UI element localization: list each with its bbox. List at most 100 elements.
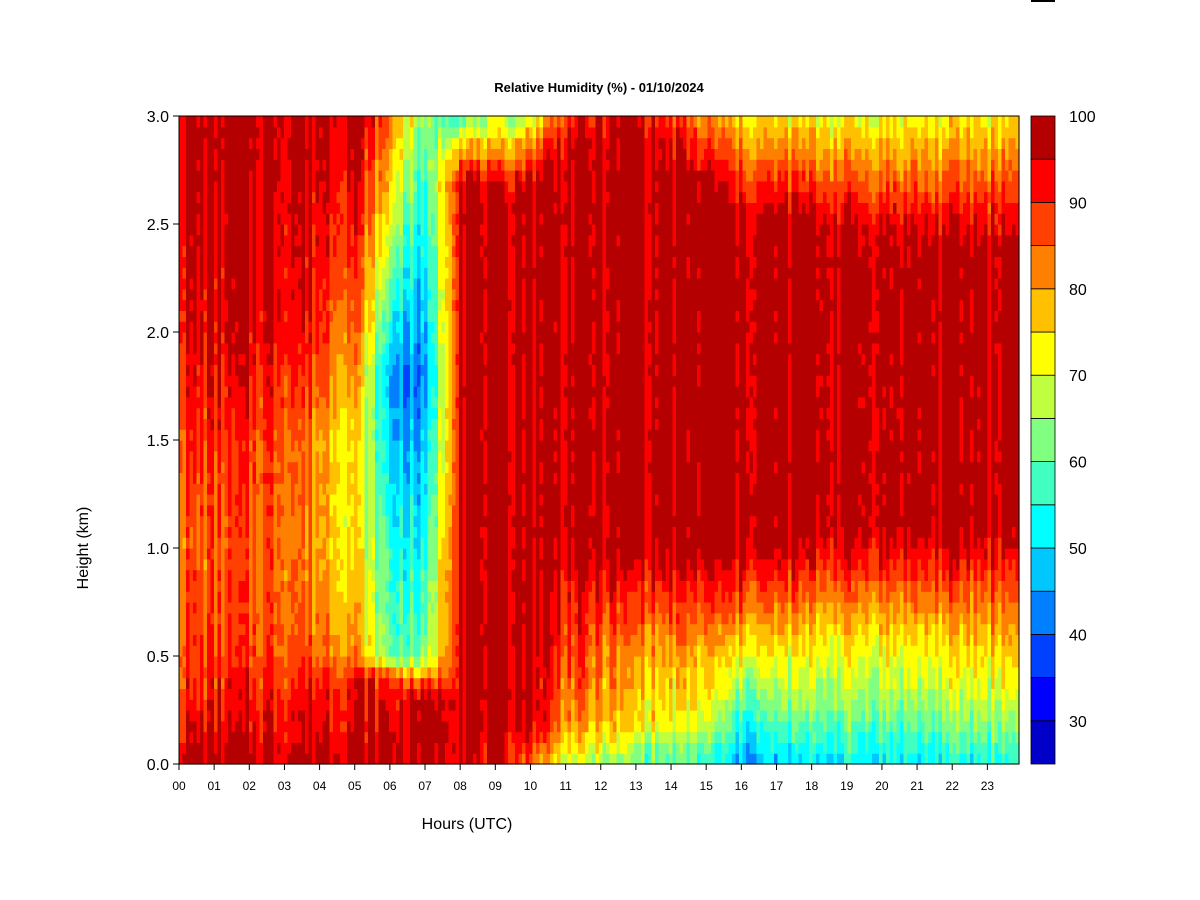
heatmap-cell (238, 332, 243, 344)
heatmap-cell (217, 396, 222, 409)
heatmap-cell (424, 159, 429, 171)
heatmap-cell (315, 224, 320, 236)
heatmap-cell (203, 602, 208, 614)
heatmap-cell (308, 504, 313, 517)
heatmap-cell (242, 440, 247, 452)
heatmap-cell (263, 418, 268, 430)
heatmap-cell (312, 234, 317, 247)
heatmap-cell (410, 602, 415, 614)
heatmap-cell (333, 548, 338, 560)
heatmap-cell (224, 170, 229, 182)
heatmap-cell (361, 558, 366, 571)
heatmap-cell (210, 548, 215, 560)
heatmap-cell (329, 526, 334, 538)
heatmap-cell (431, 267, 436, 279)
heatmap-cell (266, 483, 271, 495)
heatmap-cell (417, 137, 422, 149)
heatmap-cell (371, 591, 376, 603)
heatmap-cell (361, 386, 366, 398)
heatmap-cell (186, 634, 191, 646)
heatmap-cell (357, 666, 362, 679)
heatmap-cell (445, 548, 450, 560)
heatmap-cell (179, 224, 184, 236)
heatmap-cell (354, 688, 359, 700)
heatmap-cell (280, 342, 285, 355)
heatmap-cell (354, 245, 359, 257)
heatmap-cell (438, 353, 443, 365)
heatmap-cell (333, 170, 338, 182)
heatmap-cell (403, 332, 408, 344)
heatmap-cell (263, 299, 268, 311)
heatmap-cell (427, 310, 432, 322)
heatmap-cell (424, 558, 429, 571)
heatmap-cell (340, 299, 345, 311)
heatmap-cell (193, 191, 198, 203)
heatmap-cell (455, 429, 460, 441)
heatmap-cell (329, 278, 334, 290)
heatmap-cell (445, 278, 450, 290)
heatmap-cell (179, 472, 184, 484)
heatmap-cell (238, 623, 243, 635)
heatmap-cell (343, 407, 348, 419)
heatmap-cell (382, 180, 387, 193)
heatmap-cell (210, 580, 215, 592)
heatmap-cell (354, 483, 359, 495)
heatmap-cell (333, 418, 338, 430)
heatmap-cell (357, 418, 362, 430)
heatmap-cell (354, 591, 359, 603)
heatmap-cell (284, 396, 289, 409)
heatmap-cell (242, 720, 247, 733)
heatmap-cell (207, 418, 212, 430)
heatmap-cell (392, 731, 397, 743)
heatmap-cell (182, 504, 187, 517)
heatmap-cell (420, 753, 425, 765)
heatmap-cell (221, 440, 226, 452)
heatmap-cell (249, 699, 254, 711)
heatmap-cell (312, 461, 317, 473)
heatmap-cell (420, 666, 425, 679)
heatmap-cell (371, 191, 376, 203)
heatmap-cell (259, 450, 264, 463)
heatmap-cell (424, 224, 429, 236)
heatmap-cell (403, 321, 408, 333)
heatmap-cell (368, 407, 373, 419)
heatmap-cell (427, 612, 432, 625)
heatmap-cell (280, 515, 285, 527)
heatmap-cell (259, 310, 264, 322)
heatmap-cell (294, 504, 299, 517)
heatmap-cell (343, 688, 348, 700)
heatmap-cell (277, 494, 282, 506)
heatmap-cell (298, 116, 303, 128)
heatmap-cell (417, 623, 422, 635)
heatmap-cell (392, 558, 397, 571)
heatmap-cell (256, 710, 261, 722)
heatmap-cell (333, 310, 338, 322)
heatmap-cell (196, 580, 201, 592)
heatmap-cell (406, 332, 411, 344)
heatmap-cell (406, 731, 411, 743)
heatmap-cell (270, 364, 275, 376)
heatmap-cell (452, 699, 457, 711)
heatmap-cell (368, 645, 373, 657)
heatmap-cell (403, 396, 408, 409)
heatmap-cell (186, 602, 191, 614)
heatmap-cell (368, 666, 373, 679)
heatmap-cell (315, 580, 320, 592)
heatmap-cell (263, 429, 268, 441)
heatmap-cell (228, 321, 233, 333)
heatmap-cell (434, 526, 439, 538)
heatmap-cell (214, 753, 219, 765)
heatmap-cell (417, 569, 422, 581)
heatmap-cell (413, 288, 418, 301)
heatmap-cell (235, 720, 240, 733)
heatmap-cell (287, 191, 292, 203)
heatmap-cell (326, 504, 331, 517)
heatmap-cell (406, 504, 411, 517)
heatmap-cell (375, 656, 380, 668)
heatmap-cell (371, 548, 376, 560)
heatmap-cell (445, 375, 450, 387)
heatmap-cell (392, 191, 397, 203)
heatmap-cell (431, 699, 436, 711)
heatmap-cell (235, 170, 240, 182)
heatmap-cell (305, 440, 310, 452)
